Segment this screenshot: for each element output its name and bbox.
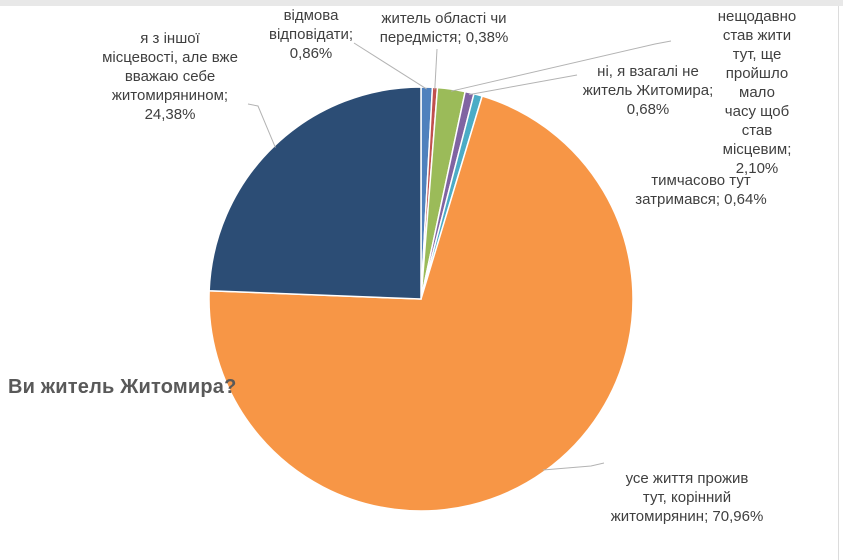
data-label-from-other: я з іншої місцевості, але вже вважаю себ… [102,30,238,123]
data-label-recent: нещодавно став жити тут, ще пройшло мало… [717,8,797,177]
leader-line-2 [450,40,672,92]
data-label-not-resident: ні, я взагалі не житель Житомира; 0,68% [582,63,714,118]
leader-line-1 [434,48,438,90]
leader-line-0 [353,42,427,90]
top-border-strip [0,0,843,6]
right-border-line [838,6,839,560]
leader-line-3 [469,74,578,96]
data-label-native: усе життя прожив тут, корінний житомирян… [610,470,764,525]
pie-slice-5 [208,95,634,512]
leader-line-5 [542,462,605,471]
data-label-temporary: тимчасово тут затримався; 0,64% [635,172,767,208]
chart-title: Ви житель Житомира? [8,376,237,398]
pie-slice-6 [208,86,422,300]
leader-line-6 [247,103,276,148]
data-label-region: житель області чи передмістя; 0,38% [379,10,509,46]
data-label-refused: відмова відповідати; 0,86% [268,7,354,62]
